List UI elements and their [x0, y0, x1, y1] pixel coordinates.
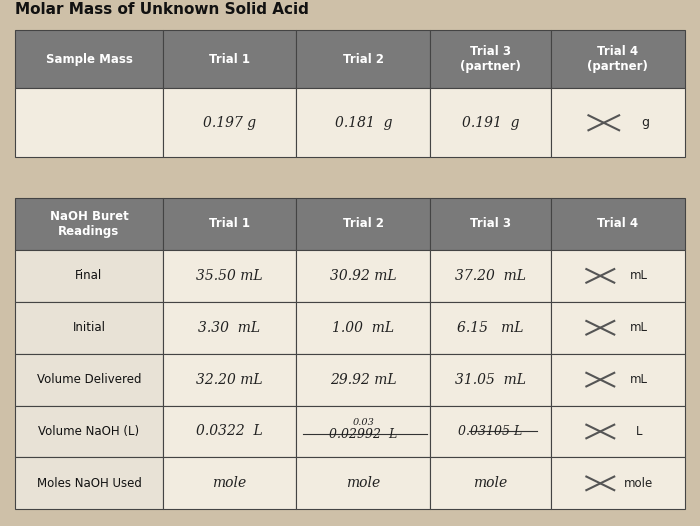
Text: Trial 1: Trial 1: [209, 217, 250, 230]
Text: 30.92 mL: 30.92 mL: [330, 269, 397, 283]
FancyBboxPatch shape: [15, 458, 162, 509]
FancyBboxPatch shape: [162, 250, 297, 302]
Text: Volume NaOH (L): Volume NaOH (L): [38, 425, 139, 438]
Text: Trial 2: Trial 2: [343, 217, 384, 230]
FancyBboxPatch shape: [551, 406, 685, 458]
Text: NaOH Buret
Readings: NaOH Buret Readings: [50, 210, 128, 238]
Text: Trial 3: Trial 3: [470, 217, 511, 230]
Text: Trial 4: Trial 4: [597, 217, 638, 230]
Text: 0.03: 0.03: [352, 418, 375, 427]
FancyBboxPatch shape: [15, 250, 162, 302]
Text: 32.20 mL: 32.20 mL: [196, 372, 262, 387]
FancyBboxPatch shape: [162, 406, 297, 458]
Text: Final: Final: [76, 269, 103, 282]
Text: mole: mole: [346, 477, 381, 490]
Text: Sample Mass: Sample Mass: [46, 53, 132, 66]
Text: mL: mL: [630, 321, 648, 334]
Text: L: L: [636, 425, 642, 438]
FancyBboxPatch shape: [551, 29, 685, 88]
Text: Volume Delivered: Volume Delivered: [36, 373, 141, 386]
FancyBboxPatch shape: [162, 353, 297, 406]
Text: Molar Mass of Unknown Solid Acid: Molar Mass of Unknown Solid Acid: [15, 2, 309, 17]
FancyBboxPatch shape: [551, 198, 685, 250]
FancyBboxPatch shape: [162, 29, 297, 88]
FancyBboxPatch shape: [297, 88, 430, 157]
Text: 0.197 g: 0.197 g: [203, 116, 256, 130]
FancyBboxPatch shape: [162, 458, 297, 509]
FancyBboxPatch shape: [162, 198, 297, 250]
Text: 0.181  g: 0.181 g: [335, 116, 392, 130]
FancyBboxPatch shape: [430, 250, 551, 302]
FancyBboxPatch shape: [297, 29, 430, 88]
Text: 0.03105 L: 0.03105 L: [458, 425, 523, 438]
FancyBboxPatch shape: [430, 406, 551, 458]
FancyBboxPatch shape: [551, 353, 685, 406]
Text: 35.50 mL: 35.50 mL: [196, 269, 262, 283]
FancyBboxPatch shape: [430, 353, 551, 406]
Text: 6.15   mL: 6.15 mL: [457, 321, 524, 335]
FancyBboxPatch shape: [551, 302, 685, 353]
FancyBboxPatch shape: [297, 458, 430, 509]
FancyBboxPatch shape: [15, 406, 162, 458]
Text: 0.191  g: 0.191 g: [462, 116, 519, 130]
FancyBboxPatch shape: [15, 198, 162, 250]
FancyBboxPatch shape: [15, 88, 162, 157]
FancyBboxPatch shape: [551, 250, 685, 302]
FancyBboxPatch shape: [430, 29, 551, 88]
FancyBboxPatch shape: [297, 250, 430, 302]
Text: g: g: [642, 116, 650, 129]
FancyBboxPatch shape: [297, 406, 430, 458]
Text: 37.20  mL: 37.20 mL: [455, 269, 526, 283]
Text: 0.02992  L: 0.02992 L: [329, 428, 398, 441]
Text: 0.0322  L: 0.0322 L: [196, 424, 263, 439]
Text: Trial 1: Trial 1: [209, 53, 250, 66]
Text: 1.00  mL: 1.00 mL: [332, 321, 394, 335]
Text: mL: mL: [630, 269, 648, 282]
FancyBboxPatch shape: [551, 458, 685, 509]
FancyBboxPatch shape: [430, 88, 551, 157]
FancyBboxPatch shape: [162, 88, 297, 157]
FancyBboxPatch shape: [297, 353, 430, 406]
FancyBboxPatch shape: [162, 302, 297, 353]
FancyBboxPatch shape: [430, 198, 551, 250]
FancyBboxPatch shape: [15, 302, 162, 353]
FancyBboxPatch shape: [551, 88, 685, 157]
Text: Initial: Initial: [73, 321, 106, 334]
Text: mole: mole: [212, 477, 246, 490]
FancyBboxPatch shape: [15, 29, 162, 88]
Text: Trial 2: Trial 2: [343, 53, 384, 66]
Text: 3.30  mL: 3.30 mL: [199, 321, 260, 335]
FancyBboxPatch shape: [430, 302, 551, 353]
Text: 31.05  mL: 31.05 mL: [455, 372, 526, 387]
Text: mole: mole: [473, 477, 508, 490]
FancyBboxPatch shape: [15, 353, 162, 406]
Text: 29.92 mL: 29.92 mL: [330, 372, 397, 387]
Text: mL: mL: [630, 373, 648, 386]
Text: Trial 3
(partner): Trial 3 (partner): [460, 45, 521, 73]
FancyBboxPatch shape: [430, 458, 551, 509]
Text: Trial 4
(partner): Trial 4 (partner): [587, 45, 648, 73]
FancyBboxPatch shape: [297, 198, 430, 250]
Text: Moles NaOH Used: Moles NaOH Used: [36, 477, 141, 490]
Text: mole: mole: [624, 477, 653, 490]
FancyBboxPatch shape: [297, 302, 430, 353]
